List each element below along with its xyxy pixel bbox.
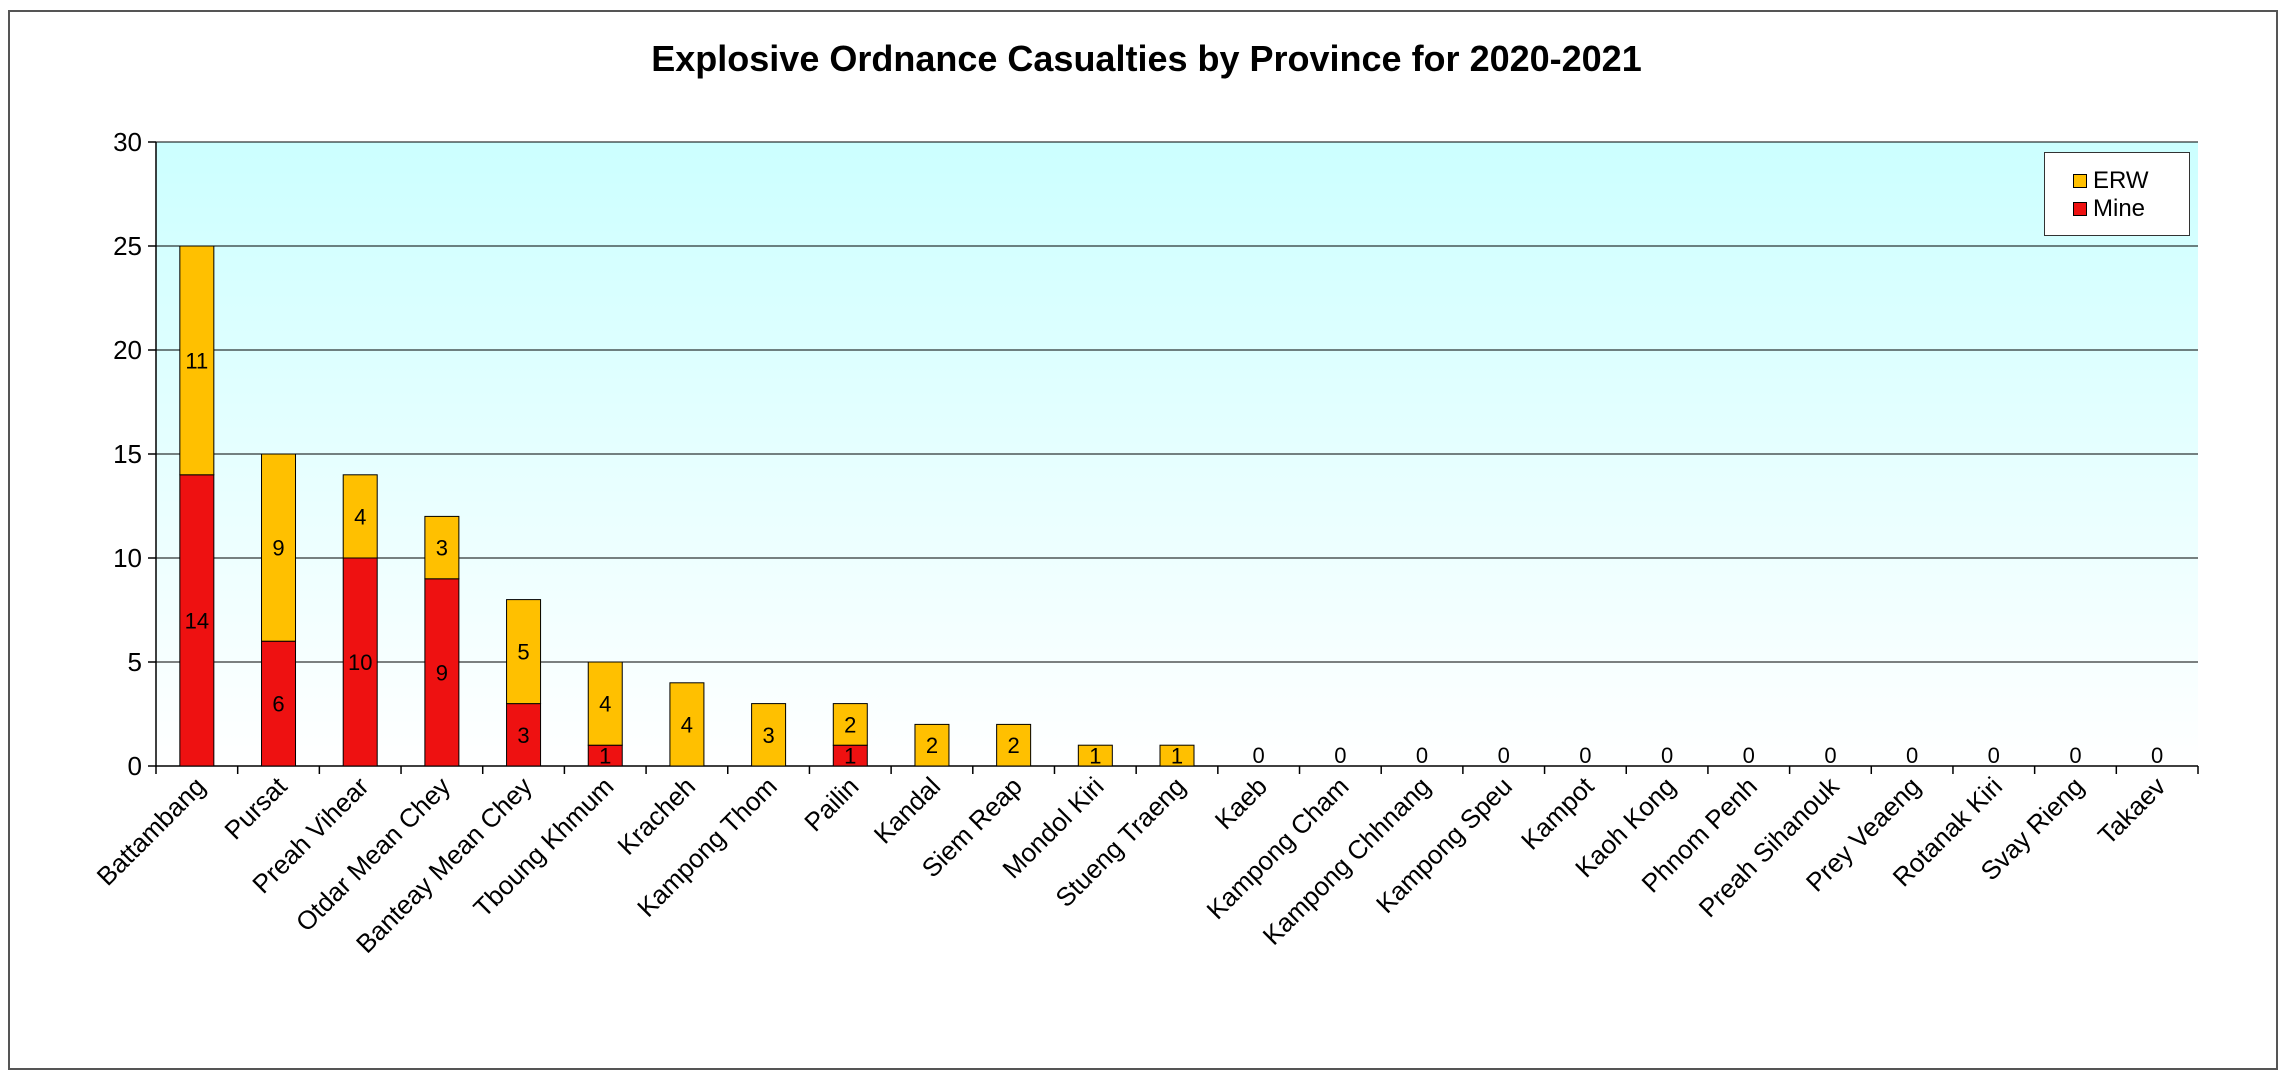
bar-erw-6 (669, 682, 705, 767)
bar-erw-10 (996, 723, 1032, 767)
data-label-zero: 0 (2151, 743, 2163, 768)
bar-chart: 0510152025301411Battambang69Pursat104Pre… (91, 127, 2199, 959)
legend-item-mine: Mine (2073, 195, 2145, 223)
y-tick-label: 25 (113, 231, 142, 261)
data-label-erw: 2 (844, 712, 856, 737)
data-label-zero: 0 (1416, 743, 1428, 768)
data-label-zero: 0 (1988, 743, 2000, 768)
data-label-mine: 3 (517, 723, 529, 748)
data-label-zero: 0 (1334, 743, 1346, 768)
data-label-erw: 11 (185, 348, 208, 373)
data-label-erw: 5 (517, 640, 529, 665)
x-category-label: Kampong Thom (631, 771, 783, 923)
y-tick-label: 0 (128, 751, 142, 781)
data-label-erw: 3 (762, 723, 774, 748)
data-label-erw: 1 (1089, 744, 1101, 769)
legend-swatch-erw (2073, 174, 2087, 188)
bar-erw-12 (1159, 744, 1195, 767)
x-category-label: Takaev (2092, 771, 2171, 850)
legend-label-mine: Mine (2093, 195, 2146, 222)
data-label-erw: 2 (1008, 733, 1020, 758)
x-category-label: Kaeb (1209, 771, 1273, 835)
bar-erw-11 (1077, 744, 1113, 767)
data-label-erw: 1 (1171, 744, 1183, 769)
data-label-zero: 0 (1743, 743, 1755, 768)
bar-erw-3 (424, 515, 460, 580)
data-label-erw: 3 (436, 536, 448, 561)
data-label-mine: 1 (599, 744, 611, 769)
y-tick-label: 20 (113, 335, 142, 365)
legend-item-erw: ERW (2073, 167, 2149, 195)
legend-label-erw: ERW (2093, 167, 2149, 194)
data-label-mine: 1 (844, 744, 856, 769)
x-category-label: Otdar Mean Chey (290, 771, 456, 937)
data-label-zero: 0 (1824, 743, 1836, 768)
data-label-zero: 0 (1661, 743, 1673, 768)
data-label-mine: 6 (272, 692, 284, 717)
data-label-mine: 14 (185, 608, 209, 633)
bar-erw-8 (832, 703, 868, 746)
data-label-zero: 0 (1253, 743, 1265, 768)
bar-erw-9 (914, 723, 950, 767)
bar-erw-5 (587, 661, 623, 746)
plot-area: 0510152025301411Battambang69Pursat104Pre… (91, 127, 2199, 959)
bar-erw-2 (342, 474, 378, 559)
data-label-erw: 2 (926, 733, 938, 758)
data-label-mine: 10 (348, 650, 372, 675)
x-category-label: Battambang (91, 771, 211, 891)
y-tick-label: 30 (113, 127, 142, 157)
y-tick-label: 15 (113, 439, 142, 469)
data-label-erw: 4 (681, 712, 693, 737)
data-label-mine: 9 (436, 660, 448, 685)
bar-mine-0 (179, 474, 215, 767)
x-category-label: Preah Sihanouk (1693, 770, 1846, 923)
x-category-label: Pursat (218, 770, 293, 845)
x-category-label: Tboung Khmum (467, 771, 619, 923)
legend: ERW Mine (2044, 152, 2190, 236)
bar-erw-4 (506, 599, 542, 705)
data-label-erw: 4 (354, 504, 366, 529)
data-label-erw: 9 (272, 536, 284, 561)
y-tick-label: 10 (113, 543, 142, 573)
chart-title: Explosive Ordnance Casualties by Provinc… (651, 38, 1642, 79)
x-category-label: Kampong Cham (1201, 771, 1355, 925)
x-category-label: Pailin (798, 771, 864, 837)
bar-erw-7 (751, 703, 787, 767)
data-label-zero: 0 (2069, 743, 2081, 768)
bar-mine-1 (261, 640, 297, 767)
data-label-zero: 0 (1498, 743, 1510, 768)
bar-erw-1 (261, 453, 297, 642)
bar-erw-0 (179, 245, 215, 476)
data-label-zero: 0 (1906, 743, 1918, 768)
legend-swatch-mine (2073, 202, 2087, 216)
data-label-erw: 4 (599, 692, 611, 717)
bar-mine-4 (506, 703, 542, 767)
data-label-zero: 0 (1579, 743, 1591, 768)
y-tick-label: 5 (128, 647, 142, 677)
x-category-label: Kandal (868, 771, 946, 849)
